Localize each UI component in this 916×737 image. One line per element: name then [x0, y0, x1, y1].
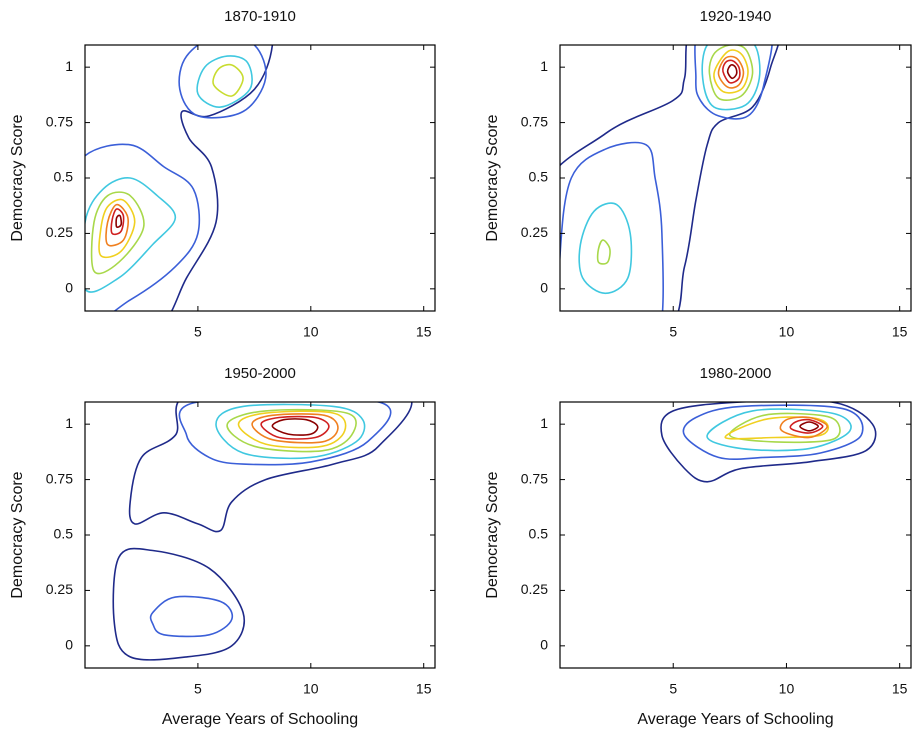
y-tick-label: 0.5 [54, 169, 74, 185]
y-tick-label: 0.25 [46, 581, 73, 597]
contour-line [212, 63, 244, 97]
x-tick-label: 5 [194, 324, 202, 340]
y-tick-label: 0.75 [46, 113, 73, 129]
y-tick-label: 1 [65, 58, 73, 74]
plot-frame [84, 44, 436, 312]
contour-line [560, 45, 780, 311]
y-axis-label: Democracy Score [484, 471, 501, 598]
x-tick-label: 10 [303, 681, 319, 697]
contour-line [196, 55, 253, 108]
x-axis-label: Average Years of Schooling [637, 711, 833, 728]
y-axis-label: Democracy Score [9, 114, 26, 241]
y-tick-label: 0.75 [521, 113, 548, 129]
y-tick-label: 0.25 [521, 224, 548, 240]
y-tick-label: 0 [65, 637, 73, 653]
contour-line [149, 595, 234, 638]
y-tick-label: 0.75 [521, 470, 548, 486]
contour-line [105, 203, 129, 247]
panel: 1870-1910 Democracy Score 5 10 15 0 0.25 0.5 0.7… [9, 8, 436, 340]
contour-line [251, 413, 339, 444]
panel-title: 1980-2000 [700, 365, 772, 382]
contour-line [170, 45, 274, 311]
x-tick-label: 10 [779, 681, 795, 697]
y-tick-label: 0.25 [521, 581, 548, 597]
y-tick-label: 0.25 [46, 224, 73, 240]
contour-line [660, 402, 877, 483]
y-tick-label: 0 [540, 280, 548, 296]
contour-line [694, 45, 773, 120]
panel: 1950-2000 Democracy Score Average Years of… [9, 365, 436, 728]
y-tick-label: 0 [540, 637, 548, 653]
contour-line [271, 418, 319, 436]
panel-title: 1870-1910 [224, 8, 296, 25]
x-tick-label: 15 [892, 681, 908, 697]
plot-frame [559, 401, 912, 669]
x-tick-label: 15 [416, 324, 432, 340]
contour-line [682, 404, 864, 461]
y-tick-label: 1 [540, 58, 548, 74]
contour-line [779, 416, 829, 439]
contour-line [237, 410, 347, 449]
contour-line [708, 45, 754, 101]
x-tick-label: 5 [669, 324, 677, 340]
contour-line [90, 191, 145, 275]
contour-line [85, 143, 201, 311]
x-tick-label: 15 [416, 681, 432, 697]
contour-group [560, 45, 780, 311]
contour-line [560, 141, 664, 311]
y-tick-label: 1 [540, 415, 548, 431]
contour-line [726, 63, 738, 80]
contour-line [724, 416, 829, 440]
contour-line [110, 208, 125, 236]
y-axis-label: Democracy Score [9, 471, 26, 598]
plot-frame [84, 401, 436, 669]
contour-line [226, 408, 357, 453]
contour-line [178, 402, 392, 466]
x-tick-label: 5 [194, 681, 202, 697]
contour-line [85, 177, 177, 293]
contour-line [178, 45, 267, 119]
contour-line [260, 415, 330, 440]
contour-line [717, 55, 745, 89]
y-axis-label: Democracy Score [484, 114, 501, 241]
contour-line [701, 45, 761, 111]
x-axis-label: Average Years of Schooling [162, 711, 358, 728]
x-tick-label: 10 [779, 324, 795, 340]
y-tick-label: 0.5 [529, 169, 549, 185]
panel-title: 1950-2000 [224, 365, 296, 382]
contour-line [578, 202, 633, 295]
y-tick-label: 1 [65, 415, 73, 431]
contour-line [215, 403, 366, 460]
contour-line [112, 547, 246, 661]
panel: 1980-2000 Democracy Score Average Years of… [484, 365, 912, 728]
plot-frame [559, 44, 912, 312]
contour-group [660, 402, 877, 483]
x-tick-label: 5 [669, 681, 677, 697]
contour-group [85, 45, 274, 311]
x-tick-label: 10 [303, 324, 319, 340]
y-tick-label: 0.5 [529, 526, 549, 542]
contour-line [729, 412, 841, 444]
contour-line [706, 408, 852, 452]
x-tick-label: 15 [892, 324, 908, 340]
contour-line [115, 214, 123, 228]
contour-line [789, 418, 824, 434]
contour-line [98, 198, 136, 259]
y-tick-label: 0.5 [54, 526, 74, 542]
contour-line [722, 59, 741, 84]
contour-line [596, 239, 611, 265]
y-tick-label: 0.75 [46, 470, 73, 486]
contour-line [128, 402, 413, 533]
y-tick-label: 0 [65, 280, 73, 296]
contour-group [112, 402, 413, 661]
contour-line [713, 49, 749, 94]
panel: 1920-1940 Democracy Score 5 10 15 0 0.25 0.5 0.7… [484, 8, 912, 340]
panel-title: 1920-1940 [700, 8, 772, 25]
contour-line [799, 421, 820, 432]
